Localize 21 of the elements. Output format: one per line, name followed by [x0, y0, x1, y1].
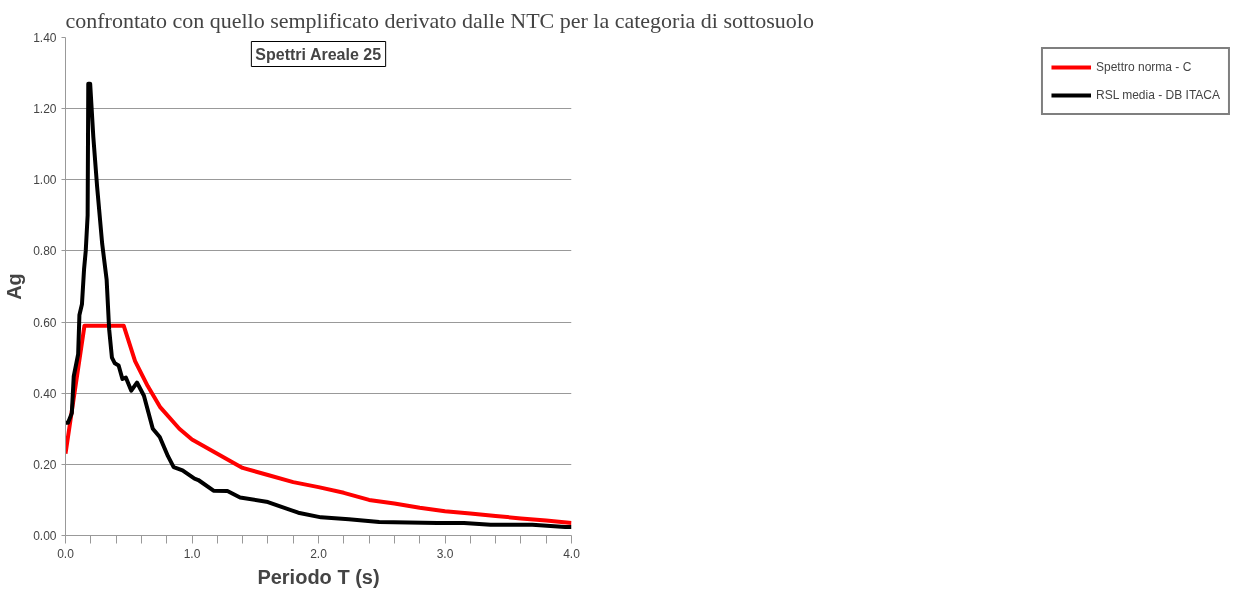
y-tick-label: 1.20 — [33, 102, 57, 117]
x-tick-label: 0.0 — [57, 546, 75, 561]
y-tick-label: 0.60 — [33, 315, 57, 330]
line-series — [65, 323, 572, 526]
text: Spettri Areale 25 — [255, 45, 382, 63]
x-tick-label: 1.0 — [183, 546, 201, 561]
x-tick-label: 2.0 — [310, 546, 328, 561]
y-tick-label: 1.00 — [33, 173, 57, 188]
text: confrontato con quello semplificato derivato dalle NTC per la categoria di sottosuolo — [65, 7, 814, 33]
y-tick-label: 0.00 — [33, 529, 57, 543]
y-tick-label: 1.40 — [33, 31, 57, 45]
y-tick-label: 0.40 — [33, 386, 57, 401]
x-tick-label: 4.0 — [563, 546, 581, 561]
y-tick-label: 0.80 — [33, 244, 57, 259]
y-tick-label: 0.20 — [33, 457, 57, 472]
x-tick-label: 3.0 — [436, 546, 454, 561]
legend-label: RSL media - DB ITACA — [1095, 88, 1220, 102]
x-axis-title: Periodo T (s) — [257, 565, 380, 588]
legend-label: Spettro norma - C — [1095, 60, 1192, 74]
y-axis-title: Ag — [3, 273, 26, 300]
line-series — [65, 81, 572, 529]
